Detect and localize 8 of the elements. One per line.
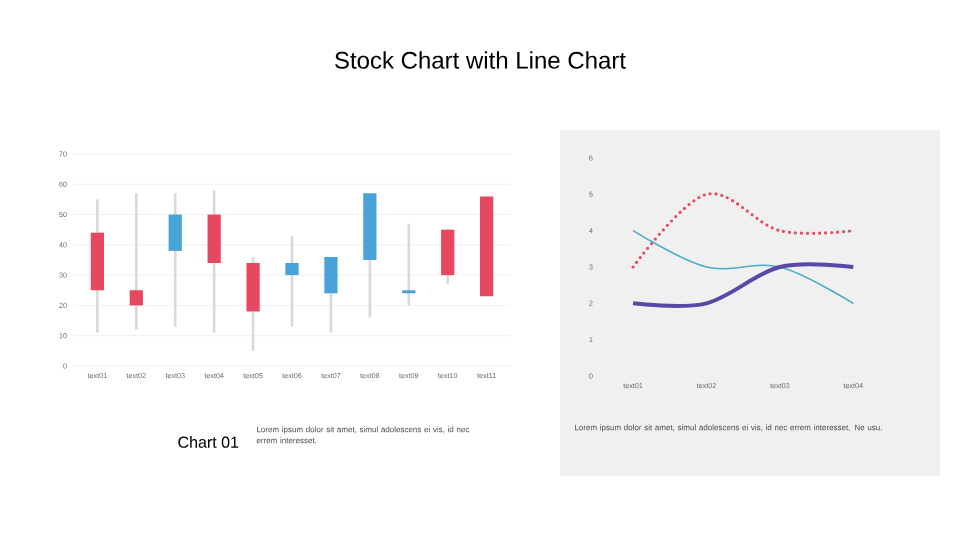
candlestick — [129, 192, 143, 331]
chart-title: Stock Chart with Line Chart — [335, 51, 626, 69]
candlestick — [324, 255, 338, 334]
caption: Chart 01 — [178, 436, 239, 448]
candlestick — [402, 222, 416, 307]
candlestick — [168, 192, 182, 328]
candlestick — [441, 228, 455, 286]
candlestick — [285, 234, 299, 328]
